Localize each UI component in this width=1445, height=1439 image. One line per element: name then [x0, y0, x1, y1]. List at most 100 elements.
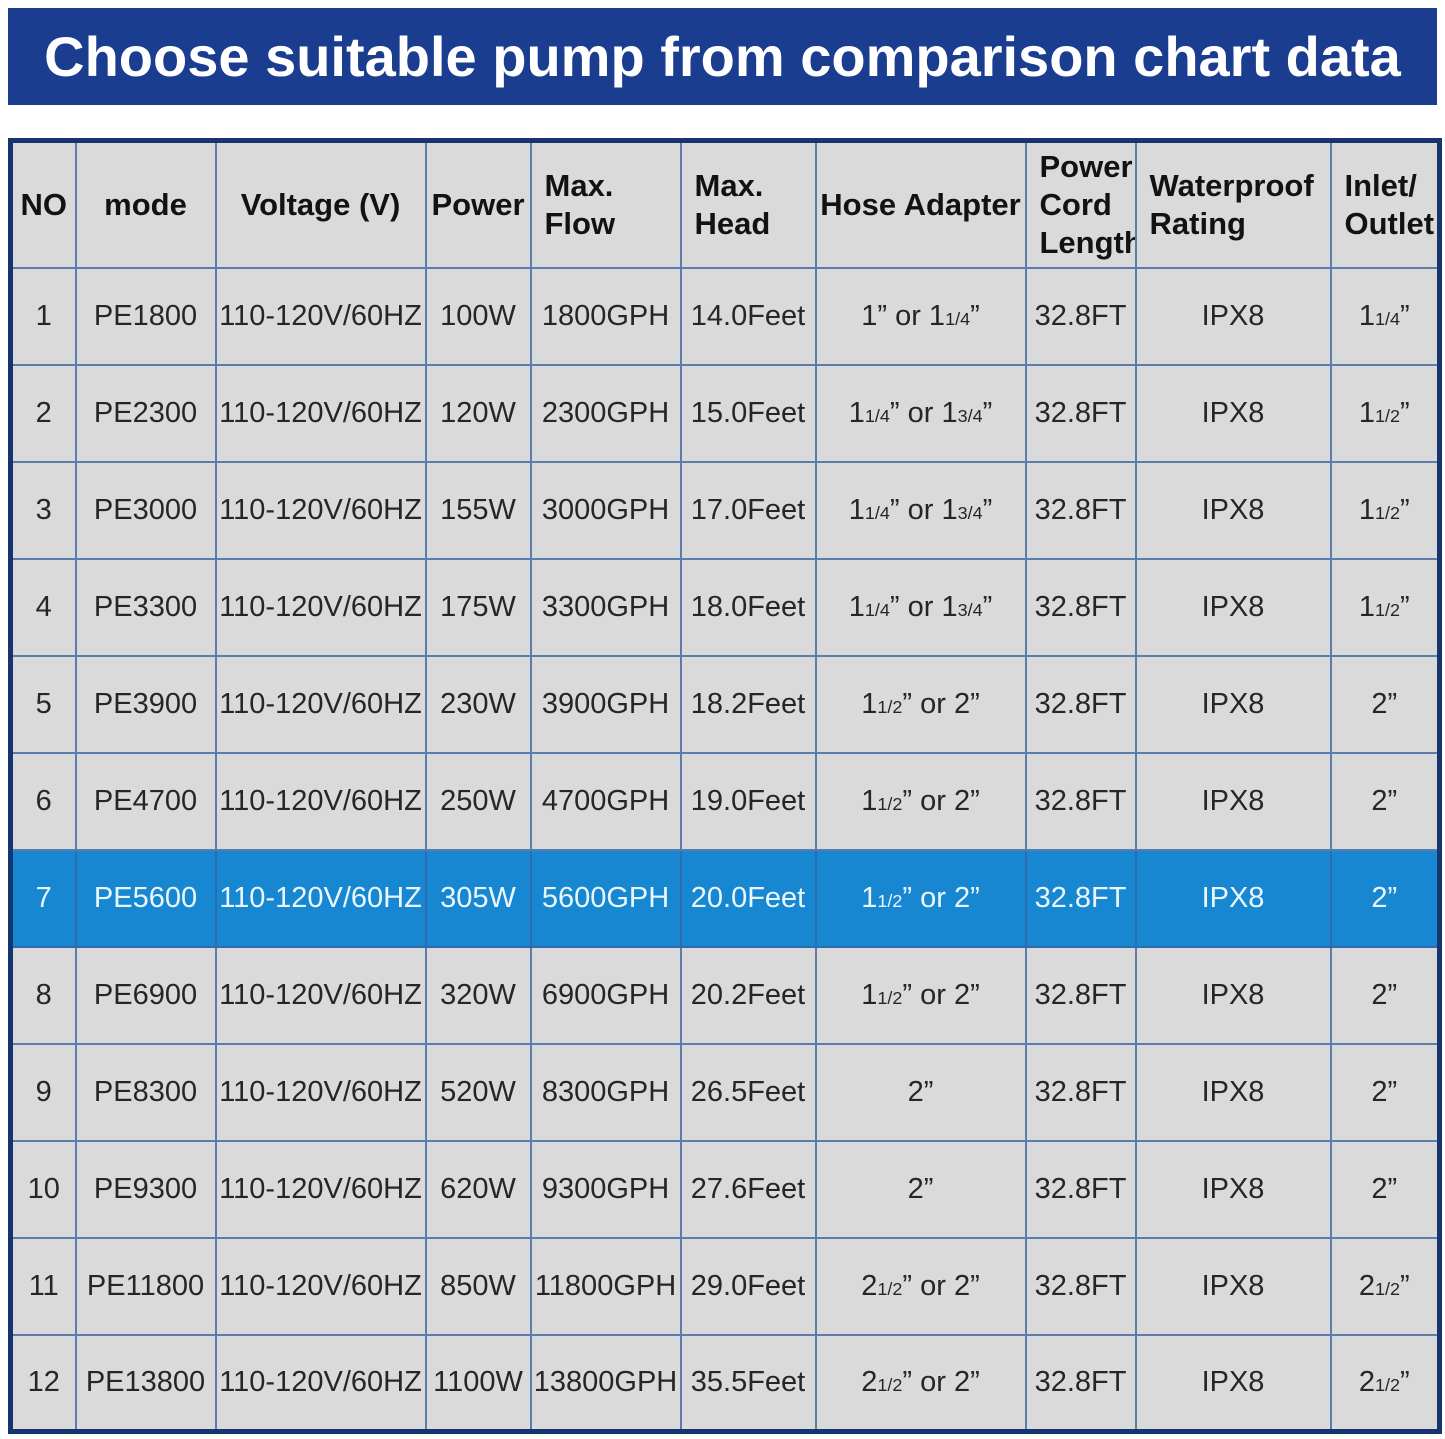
cell-power-cord-length: 32.8FT: [1024, 945, 1137, 1045]
cell-inlet-outlet: 2”: [1329, 848, 1441, 948]
cell-waterproof-rating: IPX8: [1134, 1333, 1332, 1433]
cell-no: 4: [9, 557, 77, 657]
cell-max-head: 15.0Feet: [679, 363, 817, 463]
cell-mode: PE8300: [74, 1042, 217, 1142]
table-row: 11 PE11800 110-120V/60HZ 850W 11800GPH 29.0Fe…: [9, 1236, 1441, 1336]
cell-waterproof-rating: IPX8: [1134, 1139, 1332, 1239]
col-header-max-head: Max. Head: [679, 139, 817, 269]
table-row: 2 PE2300 110-120V/60HZ 120W 2300GPH 15.0Feet 1…: [9, 363, 1441, 463]
cell-max-flow: 9300GPH: [529, 1139, 682, 1239]
pump-comparison-table: NO mode Voltage (V) Power Max. Flow Max.…: [8, 138, 1442, 1434]
header-row: NO mode Voltage (V) Power Max. Flow Max.…: [9, 139, 1441, 269]
cell-inlet-outlet: 21/2”: [1329, 1236, 1441, 1336]
cell-max-flow: 3900GPH: [529, 654, 682, 754]
cell-hose-adapter: 21/2” or 2”: [814, 1333, 1027, 1433]
cell-max-head: 26.5Feet: [679, 1042, 817, 1142]
cell-hose-adapter: 1” or 11/4”: [814, 266, 1027, 366]
col-header-power: Power: [424, 139, 532, 269]
cell-power: 320W: [424, 945, 532, 1045]
cell-power: 155W: [424, 460, 532, 560]
cell-power: 120W: [424, 363, 532, 463]
cell-power: 100W: [424, 266, 532, 366]
cell-waterproof-rating: IPX8: [1134, 654, 1332, 754]
cell-no: 6: [9, 751, 77, 851]
cell-no: 3: [9, 460, 77, 560]
cell-voltage: 110-120V/60HZ: [214, 1042, 427, 1142]
table-row: 9 PE8300 110-120V/60HZ 520W 8300GPH 26.5Feet 2…: [9, 1042, 1441, 1142]
cell-hose-adapter: 11/4” or 13/4”: [814, 557, 1027, 657]
table-row: 3 PE3000 110-120V/60HZ 155W 3000GPH 17.0Feet 1…: [9, 460, 1441, 560]
col-header-max-flow: Max. Flow: [529, 139, 682, 269]
col-header-mode: mode: [74, 139, 217, 269]
cell-no: 5: [9, 654, 77, 754]
table-row: 10 PE9300 110-120V/60HZ 620W 9300GPH 27.6Feet…: [9, 1139, 1441, 1239]
cell-hose-adapter: 2”: [814, 1139, 1027, 1239]
cell-power: 250W: [424, 751, 532, 851]
cell-power-cord-length: 32.8FT: [1024, 1333, 1137, 1433]
cell-power-cord-length: 32.8FT: [1024, 1042, 1137, 1142]
cell-inlet-outlet: 2”: [1329, 945, 1441, 1045]
cell-inlet-outlet: 21/2”: [1329, 1333, 1441, 1433]
cell-power-cord-length: 32.8FT: [1024, 654, 1137, 754]
cell-power: 850W: [424, 1236, 532, 1336]
cell-max-flow: 6900GPH: [529, 945, 682, 1045]
cell-voltage: 110-120V/60HZ: [214, 1139, 427, 1239]
cell-max-flow: 1800GPH: [529, 266, 682, 366]
cell-mode: PE3000: [74, 460, 217, 560]
cell-hose-adapter: 11/2” or 2”: [814, 751, 1027, 851]
cell-inlet-outlet: 11/2”: [1329, 557, 1441, 657]
cell-hose-adapter: 2”: [814, 1042, 1027, 1142]
cell-max-head: 27.6Feet: [679, 1139, 817, 1239]
cell-voltage: 110-120V/60HZ: [214, 1236, 427, 1336]
cell-no: 12: [9, 1333, 77, 1433]
cell-hose-adapter: 11/2” or 2”: [814, 945, 1027, 1045]
cell-power: 175W: [424, 557, 532, 657]
cell-max-head: 17.0Feet: [679, 460, 817, 560]
cell-inlet-outlet: 11/2”: [1329, 460, 1441, 560]
cell-mode: PE11800: [74, 1236, 217, 1336]
table-header: NO mode Voltage (V) Power Max. Flow Max.…: [9, 139, 1441, 269]
table-body: 1 PE1800 110-120V/60HZ 100W 1800GPH 14.0Feet 1…: [9, 266, 1441, 1433]
cell-hose-adapter: 11/2” or 2”: [814, 654, 1027, 754]
cell-power: 230W: [424, 654, 532, 754]
cell-voltage: 110-120V/60HZ: [214, 848, 427, 948]
table-row: 1 PE1800 110-120V/60HZ 100W 1800GPH 14.0Feet 1…: [9, 266, 1441, 366]
col-header-voltage: Voltage (V): [214, 139, 427, 269]
cell-waterproof-rating: IPX8: [1134, 848, 1332, 948]
cell-waterproof-rating: IPX8: [1134, 945, 1332, 1045]
table-row-highlighted: 7 PE5600 110-120V/60HZ 305W 5600GPH 20.0Feet 1…: [9, 848, 1441, 948]
cell-power-cord-length: 32.8FT: [1024, 557, 1137, 657]
col-header-hose-adapter: Hose Adapter: [814, 139, 1027, 269]
cell-inlet-outlet: 11/4”: [1329, 266, 1441, 366]
cell-hose-adapter: 11/2” or 2”: [814, 848, 1027, 948]
cell-power-cord-length: 32.8FT: [1024, 460, 1137, 560]
cell-power-cord-length: 32.8FT: [1024, 266, 1137, 366]
cell-max-head: 14.0Feet: [679, 266, 817, 366]
cell-max-head: 35.5Feet: [679, 1333, 817, 1433]
cell-waterproof-rating: IPX8: [1134, 1236, 1332, 1336]
cell-hose-adapter: 11/4” or 13/4”: [814, 363, 1027, 463]
cell-inlet-outlet: 2”: [1329, 1042, 1441, 1142]
cell-inlet-outlet: 11/2”: [1329, 363, 1441, 463]
cell-voltage: 110-120V/60HZ: [214, 945, 427, 1045]
cell-mode: PE13800: [74, 1333, 217, 1433]
cell-voltage: 110-120V/60HZ: [214, 654, 427, 754]
col-header-power-cord-length: Power Cord Length: [1024, 139, 1137, 269]
cell-voltage: 110-120V/60HZ: [214, 460, 427, 560]
cell-voltage: 110-120V/60HZ: [214, 266, 427, 366]
cell-max-head: 18.0Feet: [679, 557, 817, 657]
col-header-waterproof-rating: Waterproof Rating: [1134, 139, 1332, 269]
table-row: 8 PE6900 110-120V/60HZ 320W 6900GPH 20.2Feet 1…: [9, 945, 1441, 1045]
cell-waterproof-rating: IPX8: [1134, 363, 1332, 463]
cell-max-head: 19.0Feet: [679, 751, 817, 851]
cell-power: 520W: [424, 1042, 532, 1142]
cell-mode: PE2300: [74, 363, 217, 463]
cell-power-cord-length: 32.8FT: [1024, 1236, 1137, 1336]
cell-voltage: 110-120V/60HZ: [214, 363, 427, 463]
cell-inlet-outlet: 2”: [1329, 751, 1441, 851]
cell-max-flow: 3300GPH: [529, 557, 682, 657]
cell-mode: PE3300: [74, 557, 217, 657]
cell-max-flow: 11800GPH: [529, 1236, 682, 1336]
cell-max-head: 20.2Feet: [679, 945, 817, 1045]
